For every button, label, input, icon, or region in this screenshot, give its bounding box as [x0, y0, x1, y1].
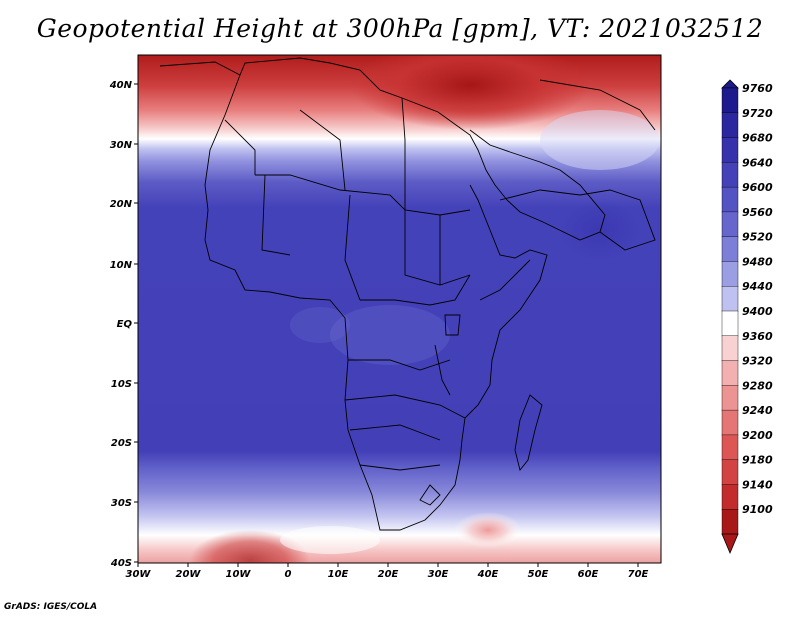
- colorbar-label: 9560: [742, 206, 773, 219]
- lon-label: 70E: [628, 569, 649, 580]
- lon-label: 20E: [378, 569, 399, 580]
- lat-label: 30S: [111, 498, 132, 509]
- chart-title: Geopotential Height at 300hPa [gpm], VT:…: [36, 14, 764, 43]
- lat-label: 20N: [110, 199, 133, 210]
- colorbar-label: 9240: [742, 404, 773, 417]
- lat-label: 40N: [109, 80, 133, 91]
- colorbar-swatch: [721, 509, 739, 535]
- colorbar-label: 9760: [742, 82, 773, 95]
- lon-label: 0: [285, 569, 292, 580]
- colorbar-swatch: [721, 162, 739, 188]
- lat-label: 20S: [111, 438, 132, 449]
- map-figure: 40N 30N 20N 10N EQ 10S 20S 30S 40S 30W 2…: [109, 54, 773, 580]
- colorbar-bottom-arrow: [721, 533, 739, 555]
- lon-label: 30W: [126, 569, 152, 580]
- longitude-axis: 30W 20W 10W 0 10E 20E 30E 40E 50E 60E 70…: [126, 563, 649, 580]
- latitude-axis: 40N 30N 20N 10N EQ 10S 20S 30S 40S: [109, 80, 138, 569]
- coastlines-and-borders: [159, 57, 656, 531]
- colorbar-top-arrow: [721, 79, 739, 89]
- colorbar-swatch: [721, 186, 739, 213]
- colorbar-swatch: [721, 409, 739, 436]
- colorbar: 9760 9720 9680 9640 9600 9560 9520 9480 9440 9400…: [721, 79, 773, 555]
- colorbar-label: 9600: [742, 181, 773, 194]
- colorbar-swatch: [721, 310, 739, 337]
- lon-label: 50E: [528, 569, 549, 580]
- map-frame: [137, 54, 662, 564]
- lat-label: 40S: [110, 558, 132, 569]
- lat-label: 10N: [110, 260, 133, 271]
- lon-label: 40E: [477, 569, 499, 580]
- colorbar-swatch: [721, 87, 739, 114]
- colorbar-label: 9180: [742, 454, 773, 467]
- colorbar-swatch: [721, 236, 739, 263]
- colorbar-swatch: [721, 211, 739, 238]
- colorbar-label: 9280: [742, 379, 773, 392]
- lon-label: 10W: [226, 569, 252, 580]
- colorbar-swatch: [721, 261, 739, 287]
- colorbar-swatch: [721, 112, 739, 139]
- colorbar-label: 9360: [742, 330, 773, 343]
- colorbar-label: 9440: [742, 280, 773, 293]
- height-field: [138, 55, 661, 563]
- colorbar-swatch: [721, 360, 739, 387]
- lat-label: EQ: [117, 319, 133, 330]
- colorbar-swatch: [721, 459, 739, 486]
- lat-label: 10S: [111, 379, 132, 390]
- colorbar-label: 9680: [742, 132, 773, 145]
- colorbar-swatch: [721, 137, 739, 164]
- colorbar-swatch: [721, 484, 739, 510]
- footer-credit: GrADS: IGES/COLA: [4, 602, 98, 612]
- colorbar-swatch: [721, 385, 739, 411]
- colorbar-label: 9720: [742, 107, 773, 120]
- lon-label: 10E: [328, 569, 349, 580]
- colorbar-swatch: [721, 335, 739, 362]
- lon-label: 20W: [176, 569, 202, 580]
- colorbar-label: 9480: [742, 255, 773, 268]
- lon-label: 60E: [578, 569, 599, 580]
- colorbar-swatch: [721, 286, 739, 312]
- colorbar-swatch: [721, 434, 739, 461]
- colorbar-label: 9140: [742, 478, 773, 491]
- colorbar-label: 9320: [742, 355, 773, 368]
- colorbar-label: 9640: [742, 156, 773, 169]
- colorbar-label: 9520: [742, 231, 773, 244]
- lon-label: 30E: [428, 569, 449, 580]
- colorbar-label: 9200: [742, 429, 773, 442]
- lat-label: 30N: [110, 140, 133, 151]
- colorbar-label: 9100: [742, 503, 773, 516]
- colorbar-label: 9400: [742, 305, 773, 318]
